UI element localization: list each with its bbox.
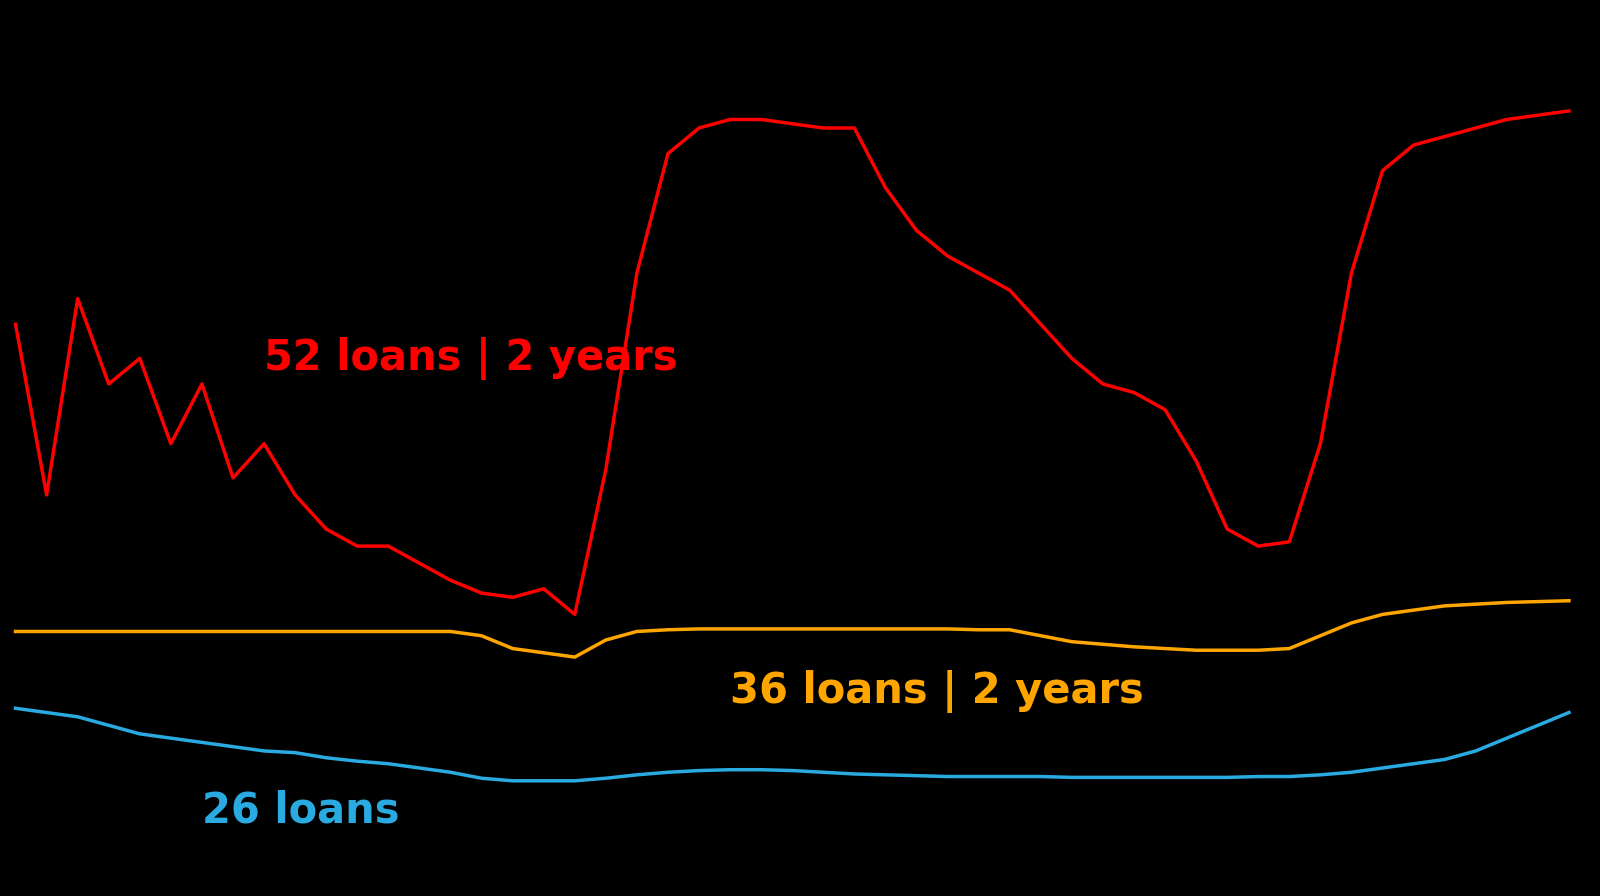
Text: 26 loans: 26 loans [202,789,400,831]
Text: 36 loans | 2 years: 36 loans | 2 years [730,669,1144,712]
Text: 52 loans | 2 years: 52 loans | 2 years [264,337,677,380]
